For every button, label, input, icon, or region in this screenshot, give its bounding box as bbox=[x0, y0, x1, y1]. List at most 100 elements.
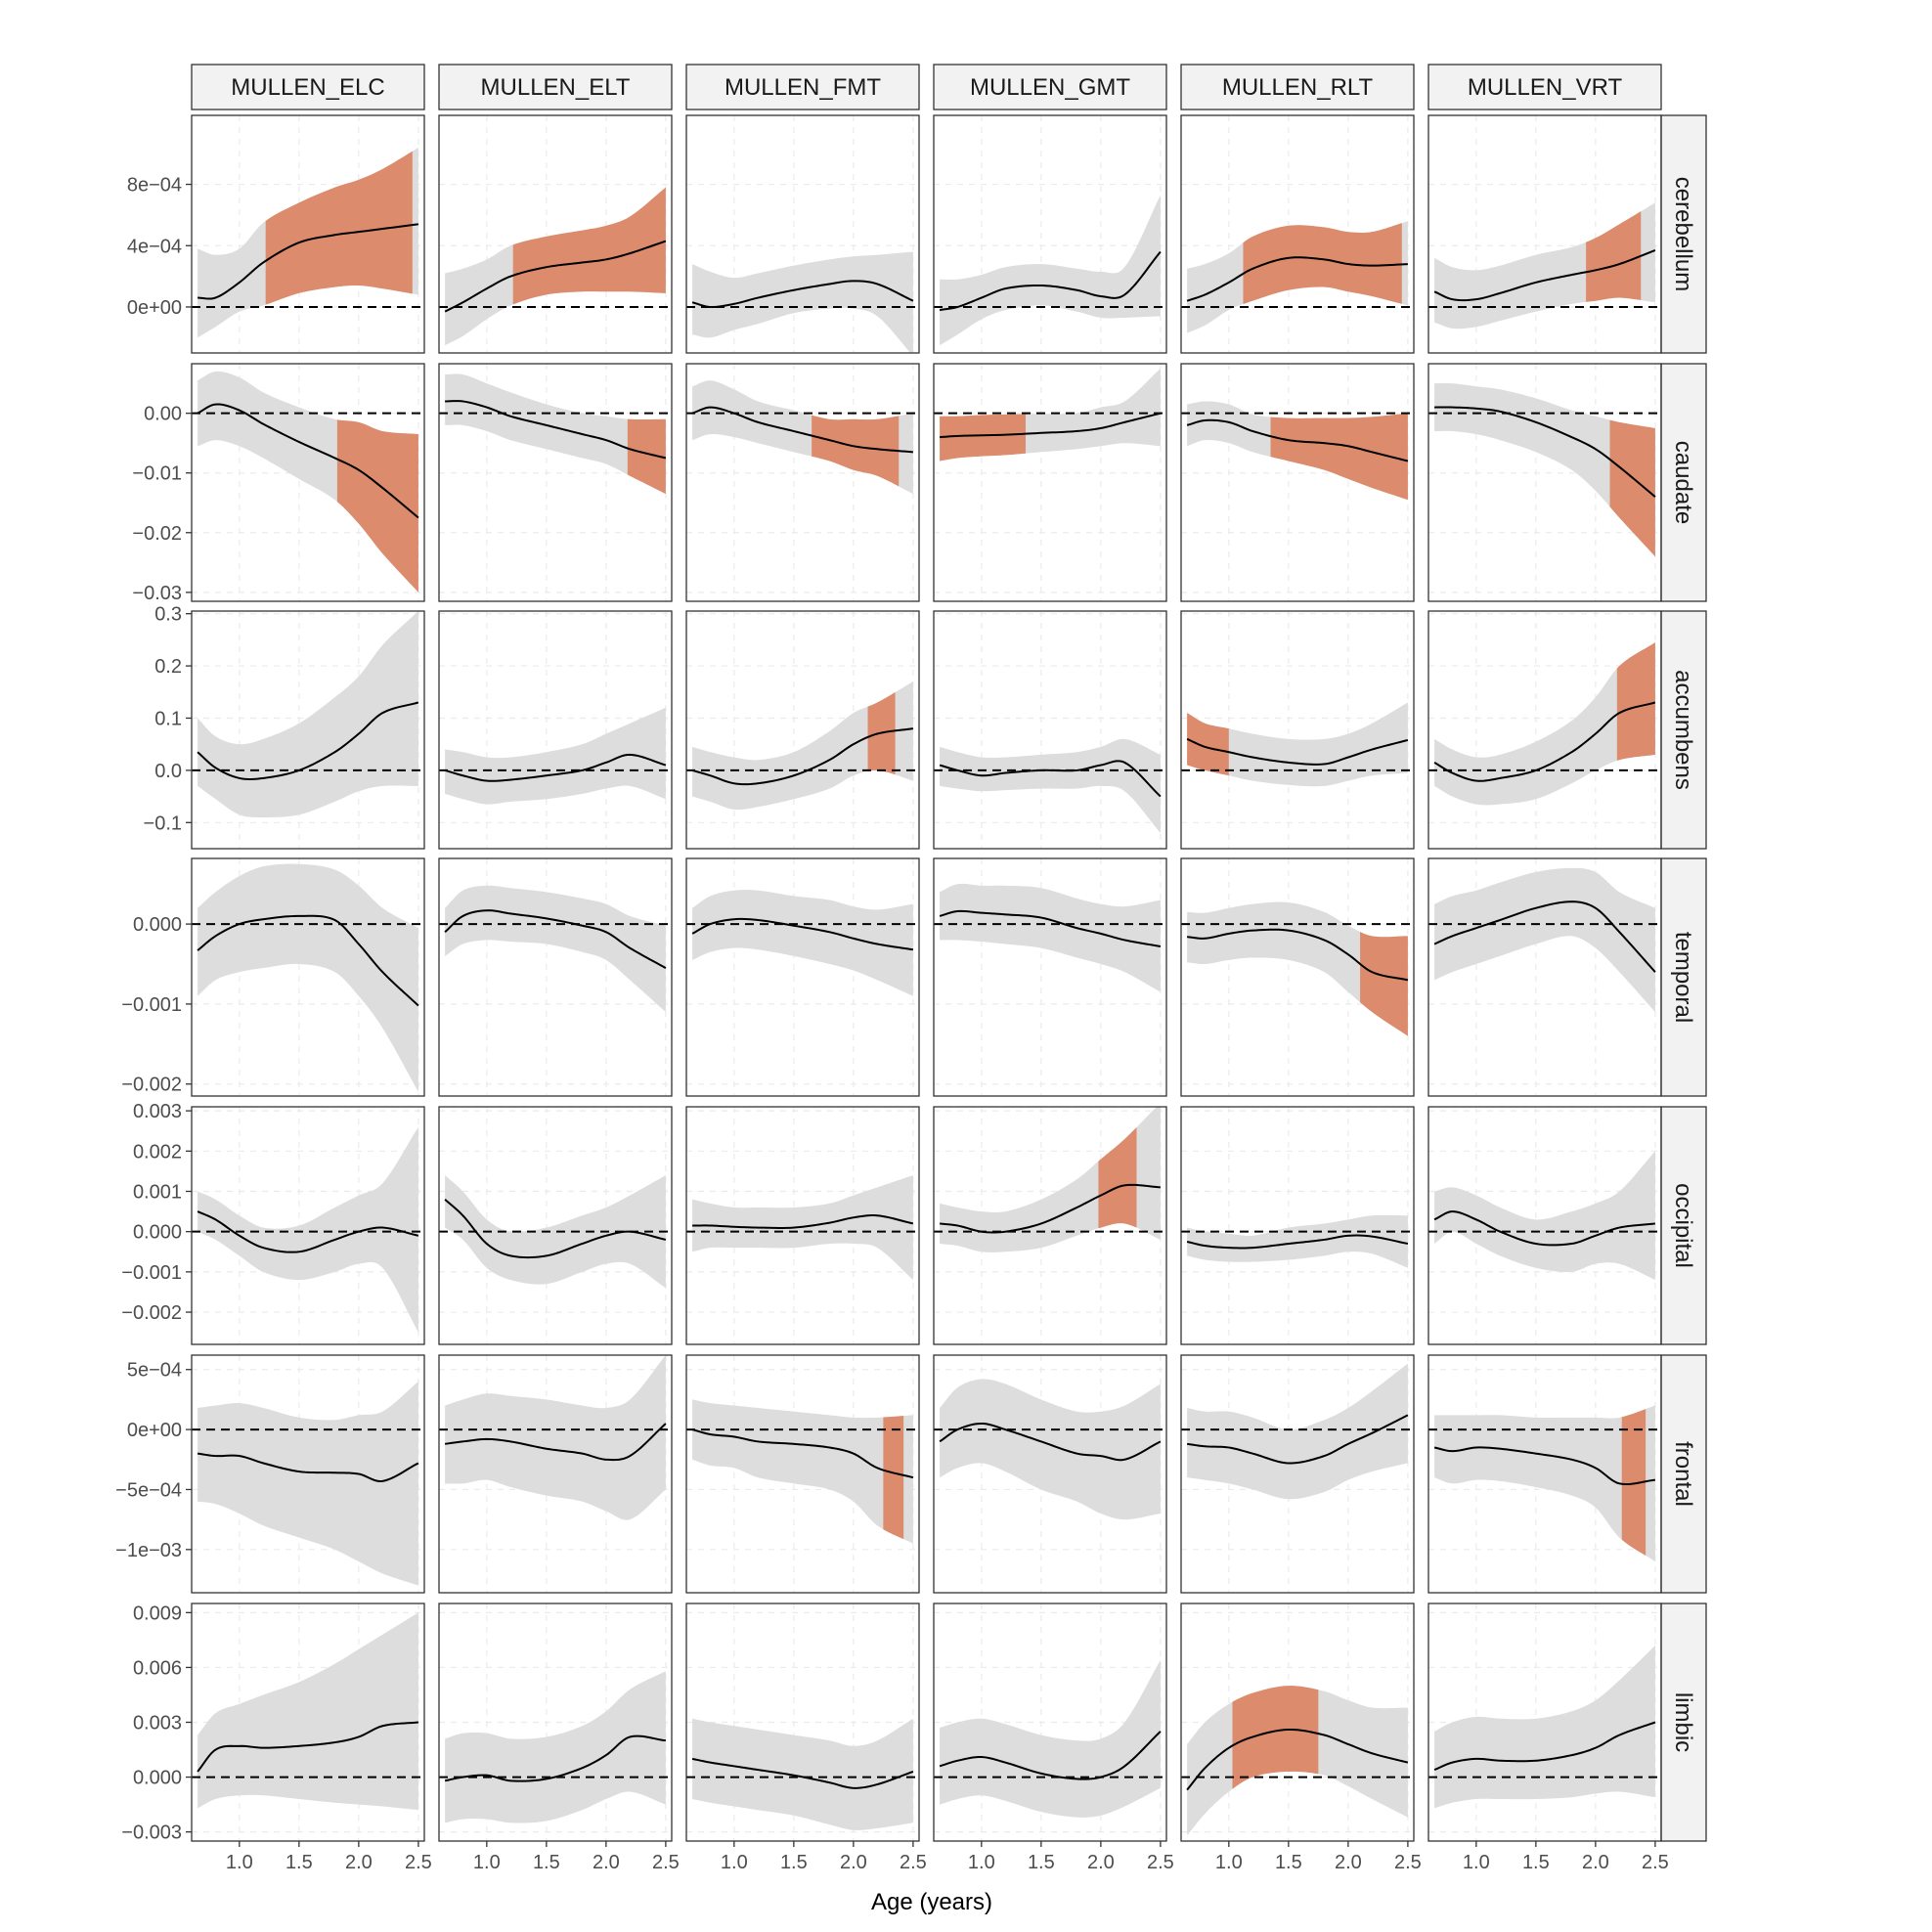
confidence-band bbox=[445, 1355, 666, 1520]
column-strips: MULLEN_ELC MULLEN_ELT MULLEN_FMT MULLEN_GMT… bbox=[191, 64, 1662, 110]
panel-border bbox=[438, 857, 673, 1097]
x-tick-label: 1.5 bbox=[1522, 1852, 1550, 1873]
row-strip-label: frontal bbox=[1670, 1441, 1696, 1507]
confidence-band bbox=[940, 883, 1161, 992]
significant-region bbox=[627, 418, 666, 495]
panel-border bbox=[438, 1603, 673, 1842]
panel-border bbox=[438, 610, 673, 850]
confidence-band bbox=[198, 1612, 418, 1811]
estimate-line bbox=[1186, 1728, 1409, 1791]
row-strip-box bbox=[1660, 1603, 1707, 1842]
estimate-line bbox=[939, 250, 1162, 312]
significant-region bbox=[1243, 223, 1402, 304]
row-strip-label: occipital bbox=[1670, 1183, 1696, 1268]
significant-region bbox=[265, 151, 413, 305]
panel-limbic-mullen_rlt bbox=[1180, 1603, 1415, 1842]
estimate-line bbox=[444, 1734, 667, 1782]
x-tick-label: 2.0 bbox=[345, 1852, 373, 1873]
gridlines bbox=[686, 115, 919, 353]
panel-cerebellum-mullen_fmt bbox=[685, 114, 920, 354]
significant-region bbox=[883, 1416, 904, 1540]
x-axis-mullen_vrt: 1.0 1.5 2.0 2.5 bbox=[1463, 1841, 1669, 1873]
panel-border bbox=[438, 1354, 673, 1594]
x-tick-label: 2.0 bbox=[1335, 1852, 1362, 1873]
estimate-line bbox=[197, 403, 419, 519]
confidence-band bbox=[1434, 1405, 1655, 1562]
x-tick-label: 2.0 bbox=[840, 1852, 867, 1873]
panel-border bbox=[1180, 1603, 1415, 1842]
row-strips: cerebellum caudate accumbens temporal occipi… bbox=[1660, 114, 1707, 1842]
estimate-line bbox=[444, 240, 667, 313]
confidence-band bbox=[692, 890, 913, 996]
estimate-line bbox=[197, 1210, 419, 1253]
panel-temporal-mullen_gmt bbox=[933, 857, 1167, 1097]
x-axis-mullen_rlt: 1.0 1.5 2.0 2.5 bbox=[1215, 1841, 1422, 1873]
panel-border bbox=[1180, 363, 1415, 602]
estimate-line bbox=[1433, 701, 1656, 782]
confidence-band bbox=[1434, 867, 1655, 1013]
panel-limbic-mullen_elc bbox=[191, 1603, 425, 1842]
x-tick-label: 1.5 bbox=[780, 1852, 808, 1873]
panel-cerebellum-mullen_vrt bbox=[1427, 114, 1662, 354]
panel-occipital-mullen_elt bbox=[438, 1106, 673, 1345]
y-tick-label: 0e+00 bbox=[127, 1420, 182, 1441]
panel-border bbox=[1427, 363, 1662, 602]
estimate-line bbox=[445, 400, 667, 460]
panel-temporal-mullen_elc bbox=[191, 857, 425, 1097]
significant-region bbox=[1621, 1409, 1647, 1556]
estimate-line bbox=[1433, 900, 1656, 973]
significant-region bbox=[1609, 419, 1655, 557]
row-strip-temporal: temporal bbox=[1660, 857, 1707, 1097]
estimate-line bbox=[1186, 928, 1409, 982]
panel-border bbox=[685, 1354, 920, 1594]
panel-border bbox=[933, 610, 1167, 850]
significant-region bbox=[1360, 932, 1408, 1036]
y-tick-label: 0.000 bbox=[133, 914, 182, 936]
x-tick-label: 2.5 bbox=[1147, 1852, 1174, 1873]
panel-border bbox=[1427, 114, 1662, 354]
panel-border bbox=[1180, 114, 1415, 354]
panel-border bbox=[191, 857, 425, 1097]
estimate-line bbox=[691, 1757, 914, 1789]
gridlines bbox=[1428, 115, 1661, 353]
panel-frontal-mullen_vrt bbox=[1427, 1354, 1662, 1594]
x-tick-label: 2.5 bbox=[1642, 1852, 1669, 1873]
x-tick-label: 1.5 bbox=[533, 1852, 560, 1873]
significant-region bbox=[1616, 642, 1655, 761]
row-strip-limbic: limbic bbox=[1660, 1603, 1707, 1842]
confidence-band bbox=[198, 1382, 418, 1586]
panel-occipital-mullen_elc bbox=[191, 1106, 425, 1345]
confidence-band bbox=[445, 885, 666, 1013]
panel-frontal-mullen_rlt bbox=[1180, 1354, 1415, 1594]
confidence-band bbox=[692, 251, 913, 353]
panel-frontal-mullen_elc bbox=[191, 1354, 425, 1594]
y-tick-label: 0.006 bbox=[133, 1657, 182, 1679]
confidence-band bbox=[692, 1399, 913, 1544]
column-strip-box bbox=[685, 64, 920, 110]
panel-border bbox=[933, 1603, 1167, 1842]
panel-border bbox=[1427, 1603, 1662, 1842]
y-tick-label: −0.002 bbox=[121, 1075, 182, 1096]
x-tick-label: 2.0 bbox=[593, 1852, 620, 1873]
panel-accumbens-mullen_elc bbox=[191, 610, 425, 850]
panel-caudate-mullen_elt bbox=[438, 363, 673, 602]
column-strip-box bbox=[191, 64, 425, 110]
panel-caudate-mullen_elc bbox=[191, 363, 425, 602]
confidence-band bbox=[1434, 1645, 1655, 1809]
panel-border bbox=[191, 363, 425, 602]
y-tick-label: 0.009 bbox=[133, 1603, 182, 1624]
y-tick-label: 0.000 bbox=[133, 1222, 182, 1244]
column-strip-box bbox=[438, 64, 673, 110]
column-strip-mullen_rlt: MULLEN_RLT bbox=[1180, 64, 1415, 110]
column-strip-label: MULLEN_ELC bbox=[231, 74, 384, 101]
y-tick-label: −1e−03 bbox=[115, 1540, 182, 1561]
panel-border bbox=[685, 610, 920, 850]
row-strip-box bbox=[1660, 1106, 1707, 1345]
confidence-band bbox=[445, 373, 666, 495]
panel-frontal-mullen_fmt bbox=[685, 1354, 920, 1594]
estimate-line bbox=[1186, 1234, 1409, 1250]
y-tick-label: −0.002 bbox=[121, 1302, 182, 1324]
panel-cerebellum-mullen_gmt bbox=[933, 114, 1167, 354]
y-tick-label: 0.2 bbox=[154, 656, 182, 678]
estimate-line bbox=[939, 760, 1162, 798]
